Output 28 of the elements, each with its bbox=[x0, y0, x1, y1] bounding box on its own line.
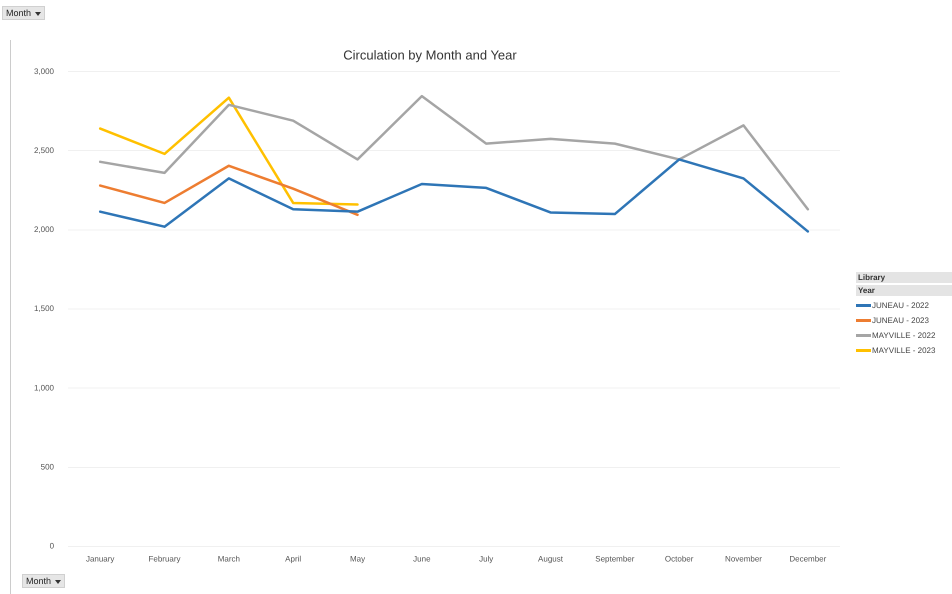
x-tick-label: December bbox=[789, 554, 827, 564]
x-tick-label: October bbox=[664, 554, 694, 564]
x-tick-label: June bbox=[413, 554, 432, 564]
y-tick-label: 0 bbox=[50, 542, 55, 551]
legend-label: JUNEAU - 2022 bbox=[872, 301, 929, 310]
y-tick-label: 1,500 bbox=[34, 304, 55, 314]
text: Month bbox=[26, 576, 52, 586]
x-tick-label: April bbox=[285, 554, 302, 564]
legend-label: MAYVILLE - 2022 bbox=[872, 331, 936, 340]
y-tick-label: 500 bbox=[40, 462, 55, 472]
x-tick-label: January bbox=[86, 554, 114, 564]
x-tick-label: July bbox=[479, 554, 494, 564]
x-tick-label: March bbox=[218, 554, 240, 564]
x-tick-label: November bbox=[725, 554, 762, 564]
text: Library bbox=[856, 272, 952, 283]
text: Month bbox=[6, 8, 32, 18]
legend-label: JUNEAU - 2023 bbox=[872, 316, 929, 325]
x-tick-label: February bbox=[148, 554, 181, 564]
x-tick-label: August bbox=[538, 554, 564, 564]
y-tick-label: 2,000 bbox=[34, 225, 55, 234]
chart-title: Circulation by Month and Year bbox=[343, 47, 518, 62]
x-tick-label: May bbox=[350, 554, 366, 564]
legend-label: MAYVILLE - 2023 bbox=[872, 346, 936, 355]
y-tick-label: 2,500 bbox=[34, 146, 55, 155]
y-tick-label: 1,000 bbox=[34, 383, 55, 392]
y-tick-label: 3,000 bbox=[34, 66, 55, 76]
text: Year bbox=[856, 285, 952, 296]
x-tick-label: September bbox=[595, 554, 635, 564]
